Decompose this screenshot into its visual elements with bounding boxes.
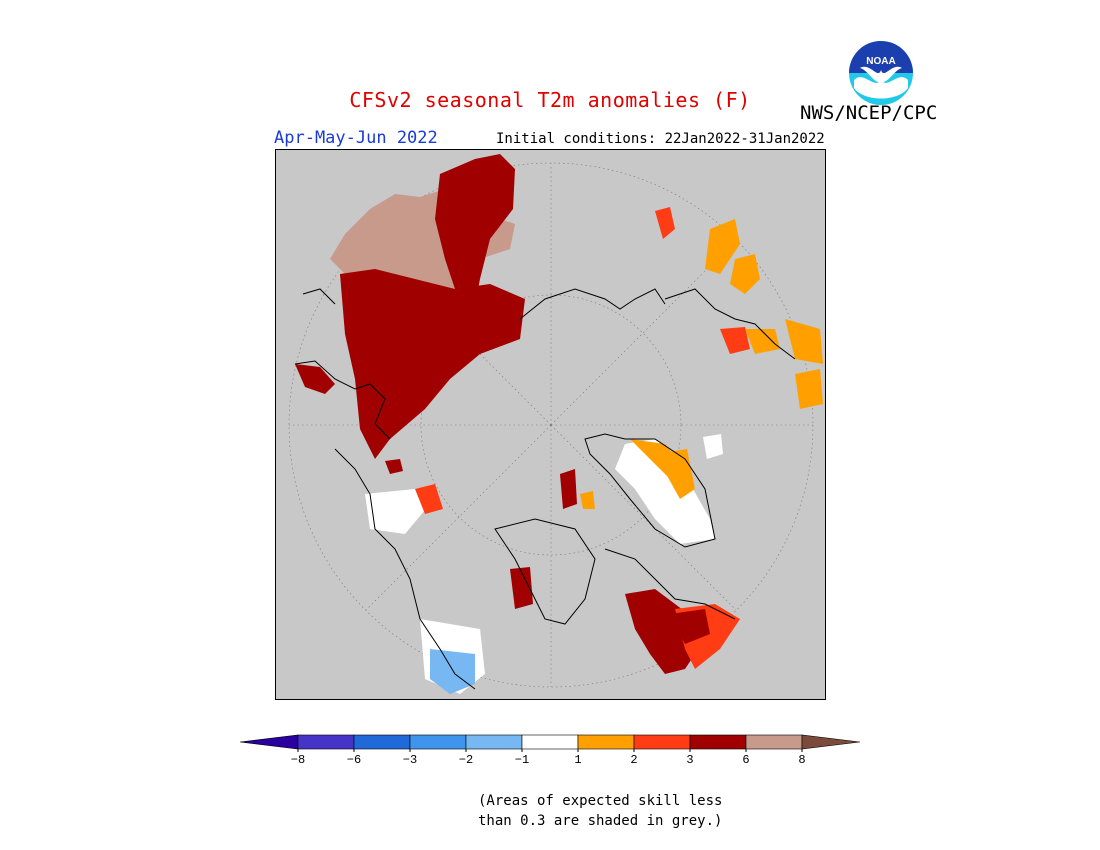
anomaly-region-greenland: [615, 439, 715, 544]
colorbar-label: −2: [459, 753, 473, 767]
anomaly-region-pacific-6: [745, 329, 780, 354]
colorbar-swatches: [239, 734, 861, 750]
anomaly-region-far-east-white: [365, 489, 430, 534]
footnote: (Areas of expected skill less than 0.3 a…: [478, 791, 722, 831]
colorbar-swatch: [521, 734, 579, 750]
anomaly-region-svalbard: [580, 491, 595, 509]
footnote-line1: (Areas of expected skill less: [478, 793, 723, 809]
map-panel: [275, 149, 826, 700]
colorbar-swatch: [577, 734, 635, 750]
colorbar: −8 −6 −3 −2 −1 1 2 3 6 8: [239, 734, 861, 767]
anomaly-region-arctic-canada: [560, 469, 577, 509]
colorbar-swatch: [689, 734, 747, 750]
colorbar-swatch: [465, 734, 523, 750]
chart-title: CFSv2 seasonal T2m anomalies (F): [349, 88, 751, 112]
anomaly-region-pacific-5: [720, 327, 750, 354]
anomaly-region-greenland-east: [655, 449, 695, 499]
colorbar-swatch: [745, 734, 803, 750]
colorbar-arrow-right: [801, 734, 861, 750]
anomaly-region-siberia: [435, 154, 515, 304]
colorbar-label: 2: [630, 753, 637, 767]
colorbar-swatch: [633, 734, 691, 750]
logo-text: NOAA: [866, 56, 895, 67]
anomaly-region-middle-east: [295, 364, 335, 394]
anomaly-region-north-america: [625, 589, 705, 674]
colorbar-labels: −8 −6 −3 −2 −1 1 2 3 6 8: [291, 749, 806, 767]
colorbar-swatch: [297, 734, 355, 750]
anomaly-region-pacific-2: [705, 219, 740, 274]
anomaly-region-pacific-4: [785, 319, 823, 364]
colorbar-arrow-left: [239, 734, 299, 750]
colorbar-label: 1: [574, 753, 581, 767]
anomaly-region-central-asia: [340, 269, 525, 459]
coastlines: [294, 288, 796, 690]
anomaly-region-japan-blue: [430, 649, 475, 694]
anomaly-region-far-east-orange: [415, 484, 443, 514]
colorbar-label: −1: [515, 753, 529, 767]
noaa-logo: NOAA: [849, 41, 913, 105]
anomaly-region-pacific-1: [655, 207, 675, 239]
anomaly-region-iceland: [703, 434, 723, 459]
organization-label: NWS/NCEP/CPC: [800, 102, 938, 124]
footnote-line2: than 0.3 are shaded in grey.): [478, 813, 723, 829]
colorbar-label: 6: [742, 753, 749, 767]
anomaly-region-pacific-3: [730, 254, 760, 294]
colorbar-label: −6: [347, 753, 361, 767]
season-label: Apr-May-Jun 2022: [274, 128, 438, 148]
anomaly-region-pacific-7: [795, 369, 823, 409]
initial-conditions-label: Initial conditions: 22Jan2022-31Jan2022: [496, 131, 825, 147]
colorbar-swatch: [409, 734, 467, 750]
colorbar-label: −8: [291, 753, 305, 767]
colorbar-swatch: [353, 734, 411, 750]
anomaly-region-europe: [385, 459, 403, 474]
colorbar-label: 8: [798, 753, 805, 767]
colorbar-label: 3: [686, 753, 693, 767]
anomaly-region-alaska: [510, 567, 533, 609]
colorbar-label: −3: [403, 753, 417, 767]
anomaly-region-north-america-red: [670, 609, 710, 644]
